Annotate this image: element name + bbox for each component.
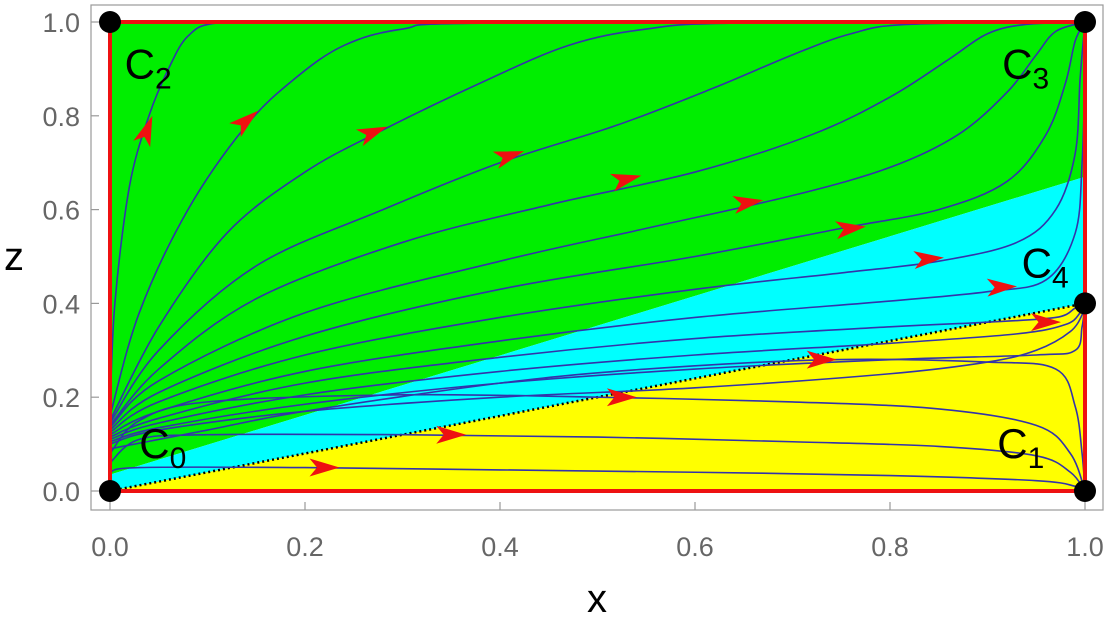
critical-point-label: C1 xyxy=(997,420,1044,475)
streamline xyxy=(109,303,1086,443)
critical-point-C2 xyxy=(99,11,121,33)
streamline xyxy=(109,393,1086,492)
x-tick-label: 0.8 xyxy=(871,532,909,562)
streamline xyxy=(109,21,1086,431)
streamline xyxy=(109,21,1086,434)
y-tick-label: 0.4 xyxy=(42,289,80,319)
flow-arrow xyxy=(1031,313,1061,332)
y-tick-label: 0.2 xyxy=(42,383,80,413)
y-axis-label: z xyxy=(4,235,24,279)
x-axis-label: x xyxy=(587,577,607,621)
streamline xyxy=(109,466,1086,492)
streamline xyxy=(109,303,1086,445)
invariant-boundary xyxy=(108,20,1087,493)
critical-point-label: C0 xyxy=(139,420,186,475)
flow-arrow xyxy=(732,196,764,214)
flow-arrow xyxy=(309,458,340,477)
flow-arrow xyxy=(913,251,944,270)
critical-point-label: C3 xyxy=(1002,40,1049,95)
y-tick-label: 0.6 xyxy=(42,196,80,226)
flow-arrow xyxy=(606,388,637,407)
flow-arrow xyxy=(610,173,642,192)
boundary-layer xyxy=(108,20,1087,493)
flow-arrow xyxy=(986,278,1018,297)
x-tick-label: 0.2 xyxy=(286,532,324,562)
flow-arrow xyxy=(436,425,467,444)
arrows-layer xyxy=(133,110,1061,477)
streamline xyxy=(109,21,1086,429)
flow-arrow xyxy=(806,350,837,369)
critical-point-C4 xyxy=(1074,292,1096,315)
points-layer xyxy=(99,11,1096,502)
y-tick-label: 0.8 xyxy=(42,102,80,132)
critical-point-C1 xyxy=(1074,480,1096,502)
streamline xyxy=(109,358,1086,492)
flow-arrow xyxy=(492,151,525,169)
critical-point-C0 xyxy=(99,480,121,502)
region-green xyxy=(110,22,1085,491)
plot-frame xyxy=(90,4,1104,511)
streamline xyxy=(109,433,1086,492)
streamline xyxy=(109,21,1087,436)
streamlines-layer xyxy=(109,20,1087,492)
flow-arrow xyxy=(133,115,153,148)
y-tick-label: 0.0 xyxy=(42,477,80,507)
x-tick-label: 1.0 xyxy=(1066,532,1104,562)
x-tick-label: 0.6 xyxy=(676,532,714,562)
frame-layer xyxy=(90,4,1104,511)
flow-arrow xyxy=(355,126,388,147)
ticks-layer: 0.0 0.2 0.4 0.6 0.8 1.0 0.0 0.2 0.4 0.6 0.8 1.0 xyxy=(42,8,1103,562)
flow-arrow xyxy=(229,110,258,138)
region-cyan xyxy=(110,176,1085,491)
y-tick-label: 1.0 xyxy=(42,8,80,38)
flow-arrow xyxy=(835,221,866,240)
streamline xyxy=(109,302,1086,438)
x-tick-label: 0.4 xyxy=(481,532,519,562)
x-tick-label: 0.0 xyxy=(91,532,129,562)
streamline xyxy=(109,21,1086,424)
critical-point-C3 xyxy=(1074,11,1096,33)
streamline xyxy=(109,21,1086,426)
streamline xyxy=(109,303,1086,441)
